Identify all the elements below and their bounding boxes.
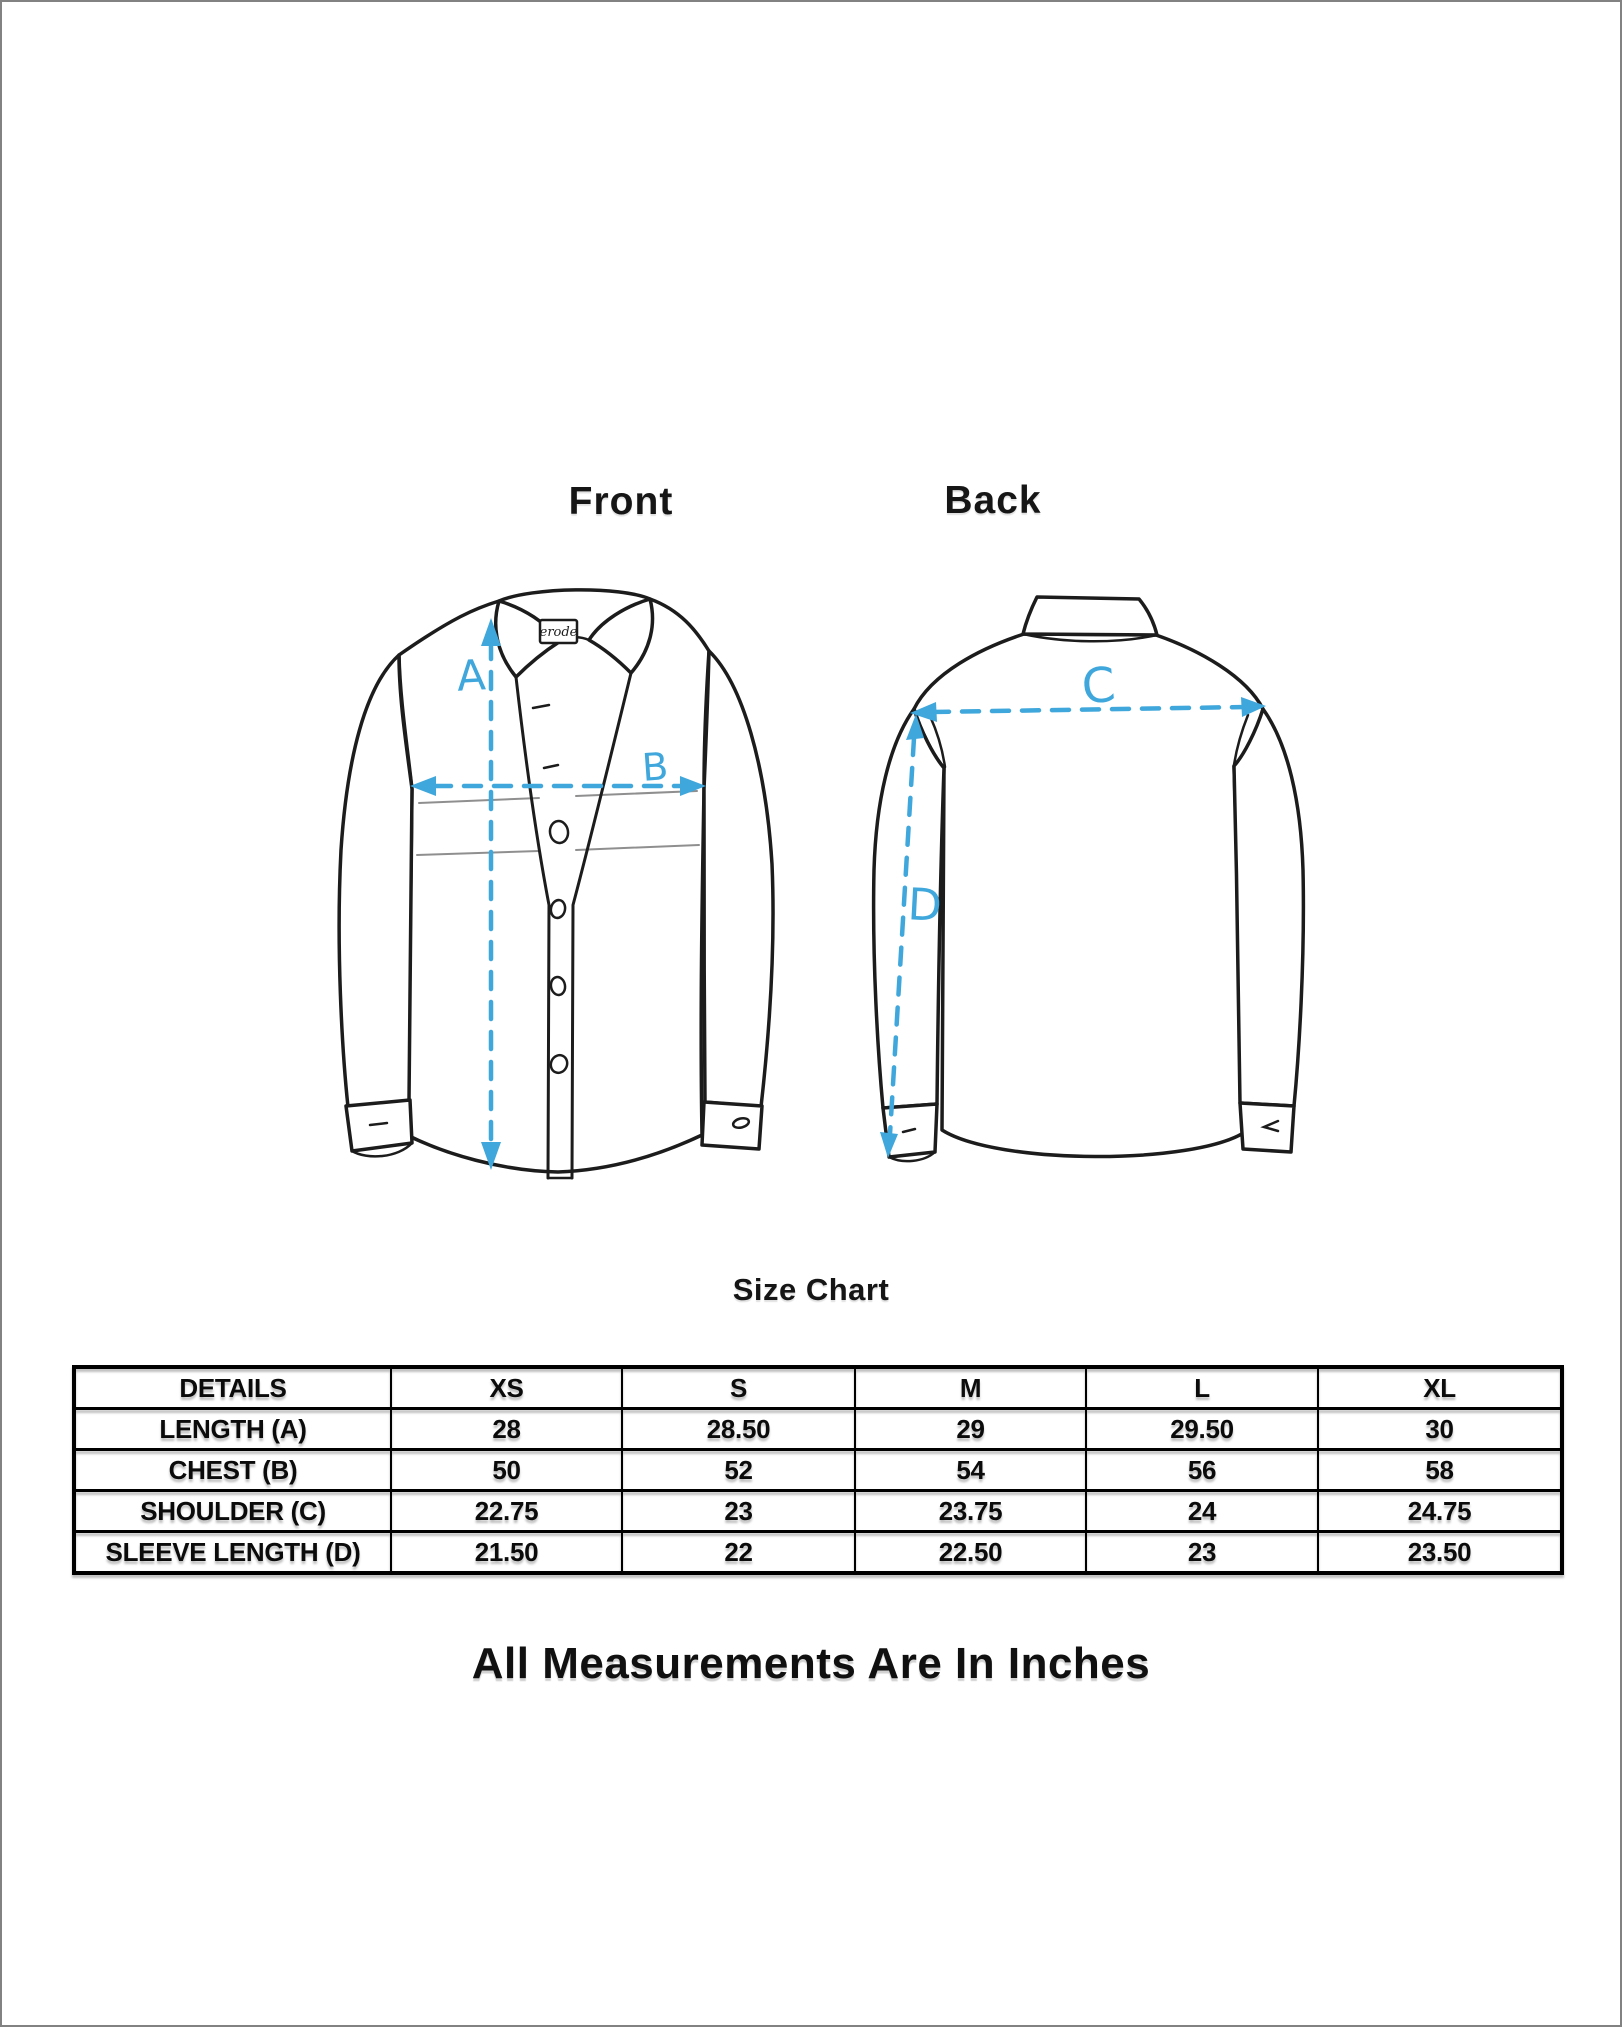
size-value-cell: 24: [1085, 1489, 1319, 1533]
front-left-sleeve: [337, 653, 414, 1109]
size-value-cell: 52: [621, 1448, 856, 1492]
front-button: [549, 898, 567, 920]
back-view-title: Back: [944, 479, 1042, 522]
col-header-details: DETAILS: [73, 1365, 392, 1410]
measure-label-b: B: [641, 744, 670, 790]
sleeve-measure-D: D: [880, 714, 943, 1158]
size-value-cell: 22: [621, 1530, 856, 1575]
front-right-cuff: [700, 1100, 764, 1151]
front-chest-lines: [416, 790, 700, 856]
back-left-cuff-buttonhole: [901, 1127, 917, 1134]
size-value-cell: 22.50: [854, 1530, 1087, 1575]
row-label: SLEEVE LENGTH (D): [73, 1530, 392, 1575]
size-value-cell: 28.50: [621, 1407, 856, 1451]
size-value-cell: 22.75: [390, 1489, 623, 1533]
back-left-seam: [928, 714, 947, 769]
size-value-cell: 54: [854, 1448, 1087, 1492]
row-label: SHOULDER (C): [73, 1489, 392, 1533]
buttonhole-dash: [531, 703, 551, 710]
size-value-cell: 23.50: [1317, 1530, 1563, 1575]
front-shirt-drawing: erode A B: [337, 588, 775, 1180]
size-value-cell: 28: [390, 1407, 623, 1451]
measure-label-d: D: [907, 879, 944, 932]
row-label: CHEST (B): [73, 1448, 392, 1492]
brand-label: erode: [540, 625, 578, 640]
col-header-m: M: [854, 1365, 1087, 1410]
size-value-cell: 50: [390, 1448, 623, 1492]
size-value-cell: 29.50: [1085, 1407, 1319, 1451]
front-right-sleeve: [702, 649, 775, 1109]
chest-measure-B: B: [410, 744, 706, 796]
size-value-cell: 23: [1085, 1530, 1319, 1575]
row-label: LENGTH (A): [73, 1407, 392, 1451]
front-left-cuff-buttonhole: [368, 1121, 389, 1127]
length-measure-A: A: [456, 618, 501, 1170]
measure-label-c: C: [1079, 657, 1117, 716]
back-right-cuff-mark: [1260, 1119, 1280, 1133]
size-value-cell: 23: [621, 1489, 856, 1533]
col-header-xs: XS: [390, 1365, 623, 1410]
table-row-sleeve-length: SLEEVE LENGTH (D) 21.50 22 22.50 23 23.5…: [73, 1530, 1563, 1575]
shoulder-measure-C: C: [910, 657, 1266, 722]
size-chart-table-wrap: DETAILS XS S M L XL LENGTH (A) 28 28.50 …: [72, 1365, 1564, 1575]
front-collar: erode: [493, 597, 655, 679]
back-collar: [1021, 595, 1159, 637]
back-shirt-drawing: C D: [871, 595, 1306, 1163]
front-button: [549, 1053, 569, 1075]
measure-label-a: A: [456, 650, 488, 700]
table-row-length: LENGTH (A) 28 28.50 29 29.50 30: [73, 1407, 1563, 1451]
size-value-cell: 58: [1317, 1448, 1563, 1492]
front-button: [548, 819, 570, 845]
col-header-xl: XL: [1317, 1365, 1563, 1410]
size-chart-table: DETAILS XS S M L XL LENGTH (A) 28 28.50 …: [72, 1365, 1564, 1575]
size-value-cell: 56: [1085, 1448, 1319, 1492]
table-row-chest: CHEST (B) 50 52 54 56 58: [73, 1448, 1563, 1492]
table-header-row: DETAILS XS S M L XL: [73, 1365, 1563, 1410]
size-chart-title: Size Chart: [732, 1272, 890, 1307]
measurements-note: All Measurements Are In Inches: [471, 1639, 1151, 1688]
front-placket: [514, 671, 633, 1180]
back-right-seam: [1232, 713, 1250, 767]
front-body: [397, 588, 711, 1174]
back-right-sleeve: [1232, 707, 1306, 1108]
brand-label-box: [538, 618, 579, 645]
size-value-cell: 24.75: [1317, 1489, 1563, 1533]
front-right-cuff-button: [731, 1116, 751, 1130]
front-view-title: Front: [568, 480, 674, 523]
size-value-cell: 23.75: [854, 1489, 1087, 1533]
size-value-cell: 30: [1317, 1407, 1563, 1451]
buttonhole-dash: [542, 763, 560, 770]
size-value-cell: 29: [854, 1407, 1087, 1451]
col-header-s: S: [621, 1365, 856, 1410]
table-row-shoulder: SHOULDER (C) 22.75 23 23.75 24 24.75: [73, 1489, 1563, 1533]
size-value-cell: 21.50: [390, 1530, 623, 1575]
col-header-l: L: [1085, 1365, 1319, 1410]
front-button: [549, 975, 567, 997]
front-left-cuff: [344, 1098, 414, 1153]
